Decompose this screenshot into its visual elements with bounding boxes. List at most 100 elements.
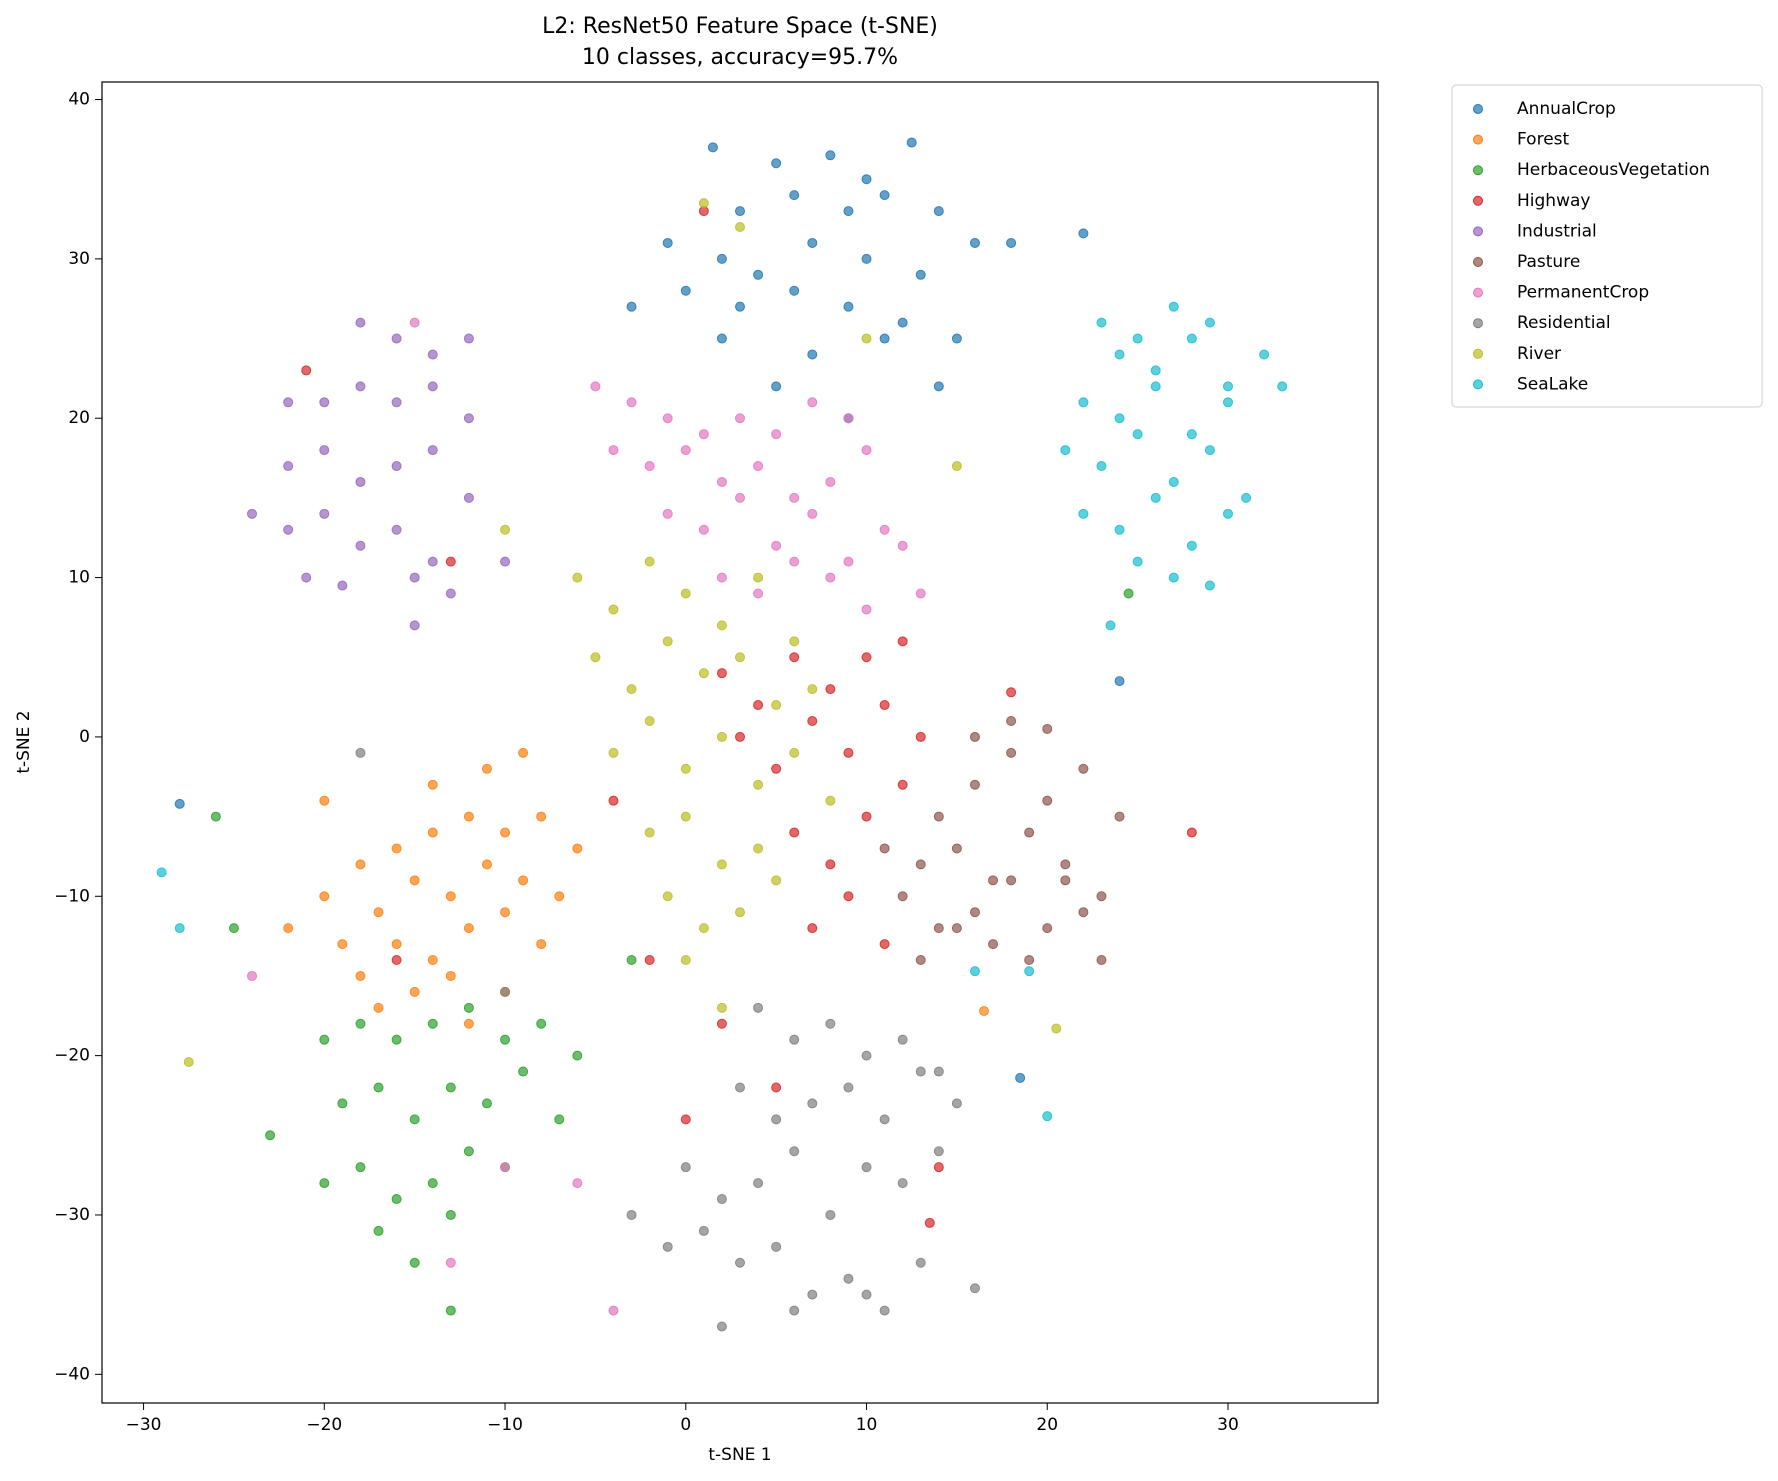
point <box>879 939 890 950</box>
point <box>843 556 854 567</box>
point <box>427 349 438 360</box>
point <box>771 158 782 169</box>
point <box>355 1162 366 1173</box>
point <box>1204 317 1215 328</box>
point <box>301 365 312 376</box>
point <box>445 1305 456 1316</box>
point <box>969 779 980 790</box>
point <box>1024 955 1035 966</box>
point <box>1222 381 1233 392</box>
point <box>644 556 655 567</box>
legend-label: AnnualCrop <box>1517 99 1616 119</box>
point <box>753 779 764 790</box>
point <box>716 253 727 264</box>
point <box>861 333 872 344</box>
point <box>409 572 420 583</box>
point <box>373 1082 384 1093</box>
point <box>951 461 962 472</box>
point <box>337 939 348 950</box>
point <box>825 150 836 161</box>
point <box>626 397 637 408</box>
point <box>789 492 800 503</box>
point <box>680 955 691 966</box>
point <box>771 700 782 711</box>
legend-marker <box>1473 195 1483 206</box>
point <box>680 1114 691 1125</box>
point <box>933 923 944 934</box>
point <box>861 1050 872 1061</box>
point <box>445 970 456 981</box>
point <box>409 317 420 328</box>
point <box>771 540 782 551</box>
point <box>753 572 764 583</box>
point <box>644 955 655 966</box>
point <box>698 524 709 535</box>
point <box>174 798 185 809</box>
point <box>789 747 800 758</box>
point <box>825 572 836 583</box>
point <box>753 843 764 854</box>
point <box>861 174 872 185</box>
point <box>626 684 637 695</box>
point <box>906 137 917 148</box>
point <box>427 1178 438 1189</box>
point <box>933 1146 944 1157</box>
point <box>789 1146 800 1157</box>
point <box>1042 923 1053 934</box>
point <box>951 333 962 344</box>
point <box>753 700 764 711</box>
point <box>445 588 456 599</box>
point <box>698 923 709 934</box>
point <box>391 461 402 472</box>
point <box>662 413 673 424</box>
plot-frame <box>101 81 1379 1404</box>
point <box>283 397 294 408</box>
point <box>1168 476 1179 487</box>
point <box>572 1050 583 1061</box>
point <box>463 1146 474 1157</box>
point <box>825 859 836 870</box>
point <box>716 333 727 344</box>
point <box>518 875 529 886</box>
legend-label: Forest <box>1517 130 1570 150</box>
point <box>1105 620 1116 631</box>
point <box>1150 381 1161 392</box>
point <box>500 1034 511 1045</box>
point <box>698 668 709 679</box>
point <box>1222 508 1233 519</box>
legend-box <box>1451 84 1763 408</box>
point <box>735 301 745 312</box>
point <box>662 891 673 902</box>
point <box>825 795 836 806</box>
point <box>355 476 366 487</box>
point <box>1006 875 1017 886</box>
point <box>897 891 908 902</box>
point <box>807 715 818 726</box>
point <box>825 1018 836 1029</box>
point <box>951 923 962 934</box>
point <box>1078 508 1089 519</box>
point <box>861 652 872 663</box>
point <box>843 1082 854 1093</box>
y-tick-label: 30 <box>68 249 90 269</box>
point <box>789 1034 800 1045</box>
point <box>228 923 239 934</box>
point <box>969 1283 980 1294</box>
point <box>915 269 926 280</box>
point <box>716 668 727 679</box>
point <box>1186 429 1197 440</box>
point <box>427 1018 438 1029</box>
point <box>626 301 637 312</box>
y-axis-label: t-SNE 2 <box>14 710 34 773</box>
point <box>265 1130 276 1141</box>
point <box>861 1162 872 1173</box>
point <box>735 206 745 217</box>
point <box>1096 317 1107 328</box>
point <box>355 381 366 392</box>
point <box>590 652 601 663</box>
legend-label: Industrial <box>1517 221 1597 241</box>
point <box>409 620 420 631</box>
point <box>518 747 529 758</box>
point <box>1222 397 1233 408</box>
point <box>1060 445 1071 456</box>
